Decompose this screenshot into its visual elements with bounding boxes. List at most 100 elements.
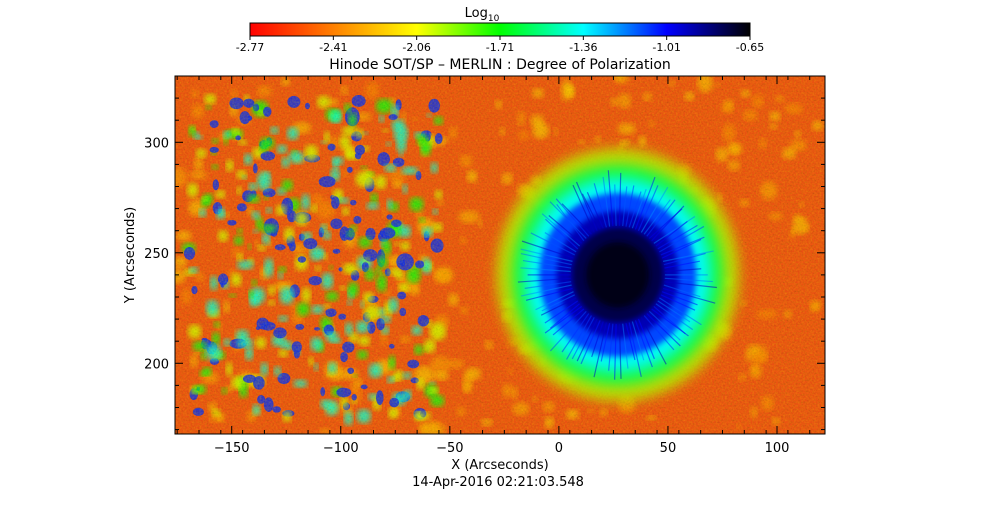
penumbra-filament [664,268,702,273]
x-tick-label: 50 [660,441,677,456]
colorbar-label: Log10 [465,6,500,24]
colorbar-tick-label: -2.41 [319,41,347,54]
colorbar-tick-label: -2.06 [402,41,430,54]
penumbra-filament [520,284,572,297]
penumbra-filament [566,315,592,360]
timestamp-footer: 14-Apr-2016 02:21:03.548 [412,475,584,490]
penumbra-filament [524,281,572,289]
penumbra-filament [661,238,702,259]
penumbra-filament [549,201,587,239]
sunspot-umbra-ring [586,242,650,308]
penumbra-filament [520,252,572,266]
penumbra-filament [520,248,573,262]
penumbra-filament [580,320,601,365]
penumbra-filament [545,218,579,250]
penumbra-filament [640,186,669,233]
penumbra-filament [549,310,587,352]
penumbra-filament [625,323,636,361]
y-tick-label: 300 [144,136,169,151]
x-tick-label: 0 [555,441,563,456]
y-tick-label: 250 [144,247,169,262]
x-axis-ticks: −150 −100 −50 0 50 100 [176,76,811,456]
penumbra-filament [555,198,590,237]
x-tick-label: −150 [214,441,250,456]
penumbra-filament [646,313,681,347]
penumbra-filament [660,294,696,311]
penumbra-filament [548,215,583,244]
penumbra-filament [614,184,617,226]
penumbra-filament [561,313,590,353]
penumbra-filament [643,315,675,351]
penumbra-filament [541,294,576,312]
penumbra-filament [535,291,574,311]
penumbra-filament [544,300,579,324]
heatmap-area [175,76,825,434]
y-axis-label: Y (Arcseconds) [123,207,138,304]
penumbra-filament [571,317,595,360]
penumbra-filament [600,323,611,362]
penumbra-filament [521,240,574,259]
penumbra-filament [622,323,629,369]
penumbra-filament [657,224,698,250]
penumbra-filament [659,297,702,326]
penumbra-filament [625,185,635,227]
penumbra-filament [655,220,688,247]
y-tick-label: 200 [144,357,169,372]
penumbra-filament [634,176,656,230]
chart-title: Hinode SOT/SP – MERLIN : Degree of Polar… [329,57,671,73]
colorbar-tick-label: -1.36 [569,41,597,54]
penumbra-filament [561,203,592,235]
penumbra-filament [634,320,653,368]
y-axis-ticks: 200 250 300 [144,75,825,431]
penumbra-filament [651,205,685,242]
penumbra-filament [631,321,645,361]
penumbra-filament [576,318,598,362]
colorbar-tick-label: -1.71 [486,41,514,54]
penumbra-filament [653,215,696,244]
penumbra-filament [664,260,700,269]
penumbra-filament [622,186,628,227]
penumbra-filament [663,252,706,266]
penumbra-filament [646,199,676,237]
x-axis-label: X (Arcseconds) [451,458,548,473]
x-tick-label: −100 [323,441,359,456]
penumbra-filament [657,300,691,323]
penumbra-filament [549,303,581,329]
penumbra-filament [663,284,701,298]
penumbra-filament [544,305,583,334]
penumbra-filament [618,323,622,379]
penumbra-filament [517,277,571,283]
penumbra-filament [581,193,601,230]
penumbra-filament [655,303,694,331]
penumbra-filament [628,322,642,378]
penumbra-filament [660,236,705,256]
penumbra-filament [643,199,671,235]
colorbar-ticks: -2.77 -2.41 -2.06 -1.71 -1.36 -1.01 -0.65 [236,36,764,54]
penumbra-filament [522,259,572,269]
sunspot [496,148,740,402]
colorbar-tick-label: -2.77 [236,41,264,54]
plot-frame [174,75,826,435]
penumbra-filament [520,267,571,273]
colorbar-tick-label: -1.01 [652,41,680,54]
penumbra-filament [541,213,581,247]
penumbra-filament [552,308,585,336]
penumbra-filament [631,189,647,229]
x-tick-label: 100 [765,441,790,456]
penumbra-filament [648,310,681,341]
penumbra-filament [637,318,655,360]
penumbra-filament [637,185,659,232]
penumbra-filament [544,232,577,253]
colorbar-tick-label: -0.65 [736,41,764,54]
x-tick-label: −50 [436,441,463,456]
penumbra-filament [662,250,714,262]
penumbra-filament [640,317,667,365]
penumbra-filament [661,291,698,306]
penumbra-filament [530,232,576,256]
penumbra-filament [593,322,607,378]
penumbra-filament [662,287,716,304]
penumbra-filament [525,287,573,301]
penumbra-filament [651,308,689,337]
penumbra-filament [591,321,604,358]
